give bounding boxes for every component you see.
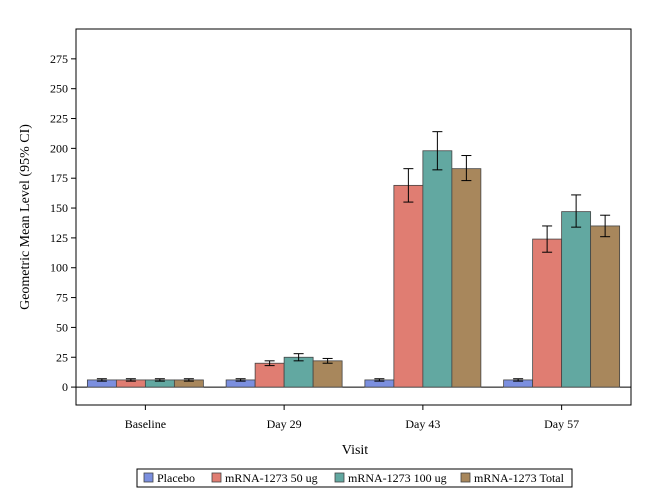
legend-swatch — [334, 472, 345, 483]
plot-frame — [75, 28, 632, 406]
x-tick-label: Day 43 — [405, 417, 440, 431]
legend: Placebo mRNA-1273 50 ug mRNA-1273 100 ug mR… — [136, 468, 573, 488]
y-tick-label: 75 — [56, 291, 68, 305]
y-tick-label: 275 — [50, 52, 68, 66]
y-tick-label: 150 — [50, 201, 68, 215]
legend-label: mRNA-1273 Total — [474, 471, 565, 485]
legend-swatch — [143, 472, 154, 483]
y-tick-label: 225 — [50, 112, 68, 126]
y-tick-label: 25 — [56, 350, 68, 364]
bar — [312, 360, 343, 388]
y-tick-label: 250 — [50, 82, 68, 96]
y-tick-label: 175 — [50, 171, 68, 185]
bar — [254, 362, 285, 388]
bar — [422, 150, 453, 388]
legend-label: Placebo — [157, 471, 195, 485]
x-axis-title: Visit — [342, 443, 368, 458]
x-tick-label: Day 29 — [267, 417, 302, 431]
bar — [561, 211, 592, 388]
y-tick-label: 200 — [50, 141, 68, 155]
bar — [451, 168, 482, 388]
legend-label: mRNA-1273 100 ug — [348, 471, 447, 485]
y-tick-label: 100 — [50, 261, 68, 275]
x-tick-label: Day 57 — [544, 417, 579, 431]
y-tick-label: 125 — [50, 231, 68, 245]
legend-swatch — [460, 472, 471, 483]
bar — [283, 356, 314, 388]
bar — [393, 184, 424, 388]
bar — [590, 225, 621, 388]
y-axis-title: Geometric Mean Level (95% CI) — [18, 124, 33, 310]
y-tick-label: 0 — [62, 380, 68, 394]
legend-label: mRNA-1273 50 ug — [225, 471, 318, 485]
legend-swatch — [211, 472, 222, 483]
x-tick-label: Baseline — [125, 417, 166, 431]
bar — [532, 238, 563, 388]
y-tick-label: 50 — [56, 320, 68, 334]
